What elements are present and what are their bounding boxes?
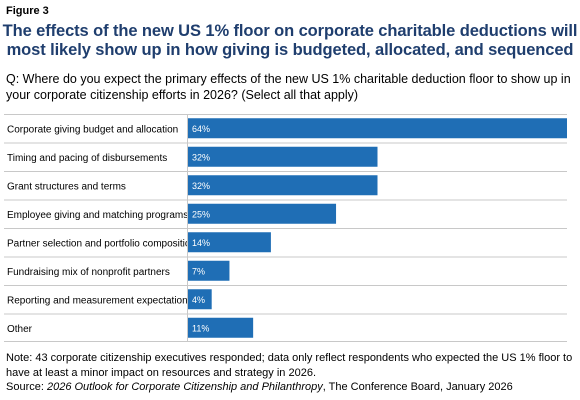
figure-label: Figure 3 [6, 5, 49, 17]
data-label: 7% [192, 266, 205, 276]
data-label: 11% [192, 323, 209, 333]
category-label: Corporate giving budget and allocation [7, 124, 178, 135]
data-label: 64% [192, 124, 210, 134]
category-label: Fundraising mix of nonprofit partners [7, 267, 170, 278]
survey-question: Q: Where do you expect the primary effec… [6, 72, 571, 102]
bar [188, 118, 567, 139]
data-label: 25% [192, 209, 210, 219]
source-publication-title: 2026 Outlook for Corporate Citizenship a… [46, 381, 323, 393]
source-suffix: , The Conference Board, January 2026 [322, 381, 513, 393]
category-label: Timing and pacing of disbursements [7, 153, 167, 164]
bar [188, 317, 254, 338]
chart-note: Note: 43 corporate citizenship executive… [6, 352, 573, 379]
source-prefix: Source: [6, 381, 47, 393]
data-label: 4% [192, 295, 205, 305]
bar [188, 203, 337, 224]
category-label: Employee giving and matching programs [7, 210, 188, 221]
data-label: 14% [192, 238, 210, 248]
category-label: Other [7, 324, 33, 335]
bar [188, 232, 271, 253]
bar [188, 175, 378, 196]
bar [188, 146, 378, 167]
category-label: Grant structures and terms [7, 181, 126, 192]
data-label: 32% [192, 152, 210, 162]
data-label: 32% [192, 181, 210, 191]
bar [188, 289, 212, 310]
chart-source: Source: 2026 Outlook for Corporate Citiz… [6, 380, 576, 394]
chart-title: The effects of the new US 1% floor on co… [2, 22, 578, 59]
category-label: Partner selection and portfolio composit… [7, 238, 196, 249]
bar-chart: Corporate giving budget and allocation 64… [4, 114, 567, 342]
category-label: Reporting and measurement expectations [7, 295, 193, 306]
bar [188, 260, 230, 281]
